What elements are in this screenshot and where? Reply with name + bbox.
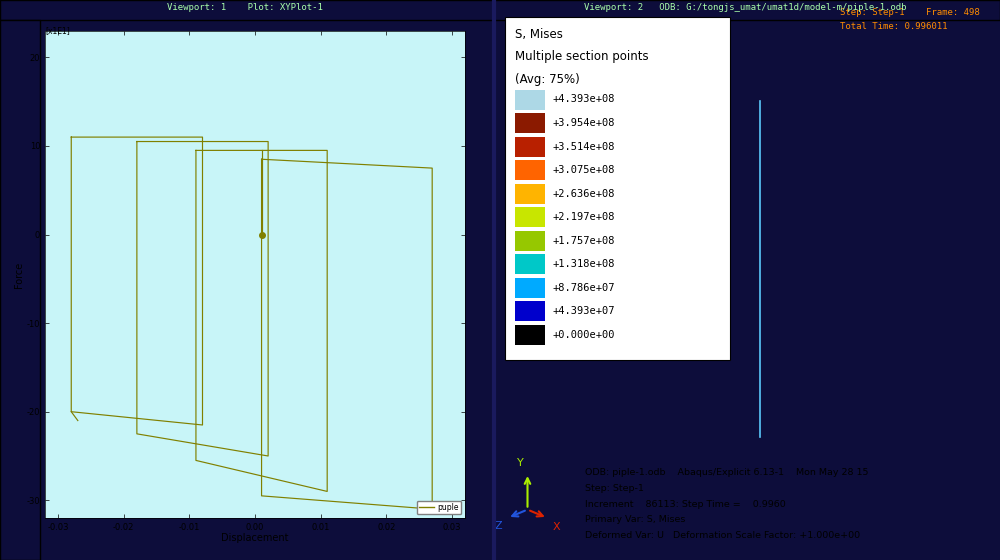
Bar [515, 113, 545, 133]
Bar [515, 160, 545, 180]
Text: +8.786e+07: +8.786e+07 [552, 283, 615, 293]
Text: X: X [552, 522, 560, 532]
Text: +3.954e+08: +3.954e+08 [552, 118, 615, 128]
Text: +4.393e+07: +4.393e+07 [552, 306, 615, 316]
Bar [515, 90, 545, 110]
Text: Primary Var: S, Mises: Primary Var: S, Mises [585, 515, 685, 524]
Bar [500, 465, 1000, 560]
Text: Multiple section points: Multiple section points [515, 50, 649, 63]
Bar [515, 254, 545, 274]
Text: Increment    86113: Step Time =    0.9960: Increment 86113: Step Time = 0.9960 [585, 500, 786, 508]
Text: ODB: piple-1.odb    Abaqus/Explicit 6.13-1    Mon May 28 15: ODB: piple-1.odb Abaqus/Explicit 6.13-1 … [585, 468, 868, 477]
Text: +2.636e+08: +2.636e+08 [552, 189, 615, 199]
X-axis label: Displacement: Displacement [221, 533, 289, 543]
Text: +1.318e+08: +1.318e+08 [552, 259, 615, 269]
Bar [515, 207, 545, 227]
Text: Viewport: 2   ODB: G:/tongjs_umat/umat1d/model-m/piple-1.odb: Viewport: 2 ODB: G:/tongjs_umat/umat1d/m… [584, 3, 906, 12]
Text: +2.197e+08: +2.197e+08 [552, 212, 615, 222]
Bar [515, 325, 545, 345]
Text: (Avg: 75%): (Avg: 75%) [515, 73, 580, 86]
Text: Deformed Var: U   Deformation Scale Factor: +1.000e+00: Deformed Var: U Deformation Scale Factor… [585, 531, 860, 540]
Text: +1.757e+08: +1.757e+08 [552, 236, 615, 246]
Bar [515, 184, 545, 204]
Y-axis label: Force: Force [14, 262, 24, 287]
Text: Step: Step-1: Step: Step-1 [585, 484, 644, 493]
Text: Total Time: 0.996011: Total Time: 0.996011 [840, 22, 948, 31]
Bar [505, 17, 730, 360]
Text: +3.514e+08: +3.514e+08 [552, 142, 615, 152]
Bar [515, 231, 545, 251]
Text: Viewport: 1    Plot: XYPlot-1: Viewport: 1 Plot: XYPlot-1 [167, 3, 323, 12]
Bar [515, 278, 545, 298]
Text: S, Mises: S, Mises [515, 28, 563, 41]
Text: +4.393e+08: +4.393e+08 [552, 95, 615, 105]
Text: Step: Step-1    Frame: 498: Step: Step-1 Frame: 498 [840, 8, 980, 17]
Text: Z: Z [495, 521, 503, 531]
Text: [x1E1]: [x1E1] [45, 26, 70, 35]
Legend: puple: puple [417, 501, 461, 514]
Text: +3.075e+08: +3.075e+08 [552, 165, 615, 175]
Text: Y: Y [517, 458, 523, 468]
Bar [515, 137, 545, 157]
Bar [515, 301, 545, 321]
Text: +0.000e+00: +0.000e+00 [552, 330, 615, 340]
